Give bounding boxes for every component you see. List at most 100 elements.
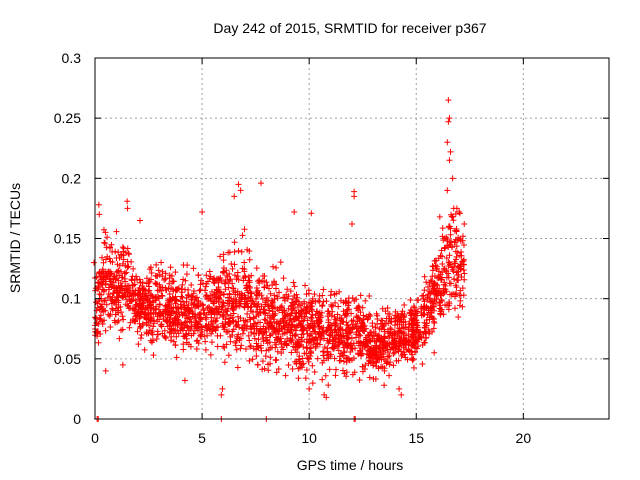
data-point <box>126 324 133 331</box>
data-point <box>455 277 462 284</box>
data-point <box>135 292 142 299</box>
data-point <box>283 342 290 349</box>
data-point <box>397 338 404 345</box>
data-point <box>106 255 113 262</box>
data-point <box>217 253 224 260</box>
data-point <box>315 317 322 324</box>
data-point <box>432 287 439 294</box>
data-point <box>112 276 119 283</box>
data-point <box>427 277 434 284</box>
data-point <box>299 326 306 333</box>
data-point <box>121 270 128 277</box>
data-point <box>115 277 122 284</box>
data-point <box>225 352 232 359</box>
data-point <box>217 332 224 339</box>
data-point <box>135 341 142 348</box>
data-point <box>340 358 347 365</box>
data-point <box>172 327 179 334</box>
data-point <box>137 323 144 330</box>
data-point <box>274 348 281 355</box>
data-point <box>302 282 309 289</box>
data-point <box>293 360 300 367</box>
data-point <box>217 311 224 318</box>
data-point <box>162 270 169 277</box>
data-point <box>214 315 221 322</box>
data-point <box>230 300 237 307</box>
data-point <box>452 260 459 267</box>
data-point <box>257 342 264 349</box>
data-point <box>241 273 248 280</box>
data-point <box>254 343 261 350</box>
data-point <box>183 331 190 338</box>
data-point <box>326 332 333 339</box>
data-point <box>432 262 439 269</box>
data-point <box>126 251 133 258</box>
data-point <box>311 320 318 327</box>
data-point <box>199 329 206 336</box>
data-point <box>103 301 110 308</box>
data-point <box>403 346 410 353</box>
data-point <box>204 332 211 339</box>
data-point <box>195 272 202 279</box>
data-point <box>439 253 446 260</box>
data-point <box>414 319 421 326</box>
data-point <box>306 308 313 315</box>
data-point <box>421 273 428 280</box>
data-point <box>197 332 204 339</box>
data-point <box>137 309 144 316</box>
data-point <box>353 296 360 303</box>
data-point <box>241 266 248 273</box>
data-point <box>137 296 144 303</box>
data-point <box>350 355 357 362</box>
data-point <box>148 339 155 346</box>
data-point <box>149 327 156 334</box>
data-point <box>375 365 382 372</box>
data-point <box>267 290 274 297</box>
data-point <box>421 298 428 305</box>
data-point <box>453 253 460 260</box>
data-point <box>314 355 321 362</box>
data-point <box>211 294 218 301</box>
data-point <box>157 322 164 329</box>
data-point <box>99 254 106 261</box>
data-point <box>257 180 264 187</box>
data-point <box>356 377 363 384</box>
data-point <box>180 299 187 306</box>
data-point <box>255 319 262 326</box>
data-point <box>429 306 436 313</box>
data-point <box>453 284 460 291</box>
data-point <box>148 309 155 316</box>
data-point <box>120 256 127 263</box>
data-point <box>245 303 252 310</box>
data-point <box>450 268 457 275</box>
data-point <box>241 226 248 233</box>
data-point <box>102 327 109 334</box>
data-point <box>300 317 307 324</box>
data-point <box>460 241 467 248</box>
data-point <box>235 331 242 338</box>
y-tick-label: 0.05 <box>54 351 81 367</box>
data-point <box>125 288 132 295</box>
data-point <box>440 290 447 297</box>
data-point <box>207 295 214 302</box>
data-point <box>313 308 320 315</box>
data-point <box>360 316 367 323</box>
data-point <box>421 311 428 318</box>
data-point <box>231 239 238 246</box>
data-point <box>134 291 141 298</box>
data-point <box>136 313 143 320</box>
data-point <box>193 319 200 326</box>
data-point <box>211 311 218 318</box>
data-point <box>181 377 188 384</box>
data-point <box>445 270 452 277</box>
data-point <box>419 292 426 299</box>
data-point <box>358 352 365 359</box>
data-point <box>288 349 295 356</box>
data-point <box>357 292 364 299</box>
data-point <box>273 264 280 271</box>
data-point <box>203 272 210 279</box>
data-point <box>267 332 274 339</box>
data-point <box>264 282 271 289</box>
data-point <box>322 372 329 379</box>
data-point <box>231 193 238 200</box>
